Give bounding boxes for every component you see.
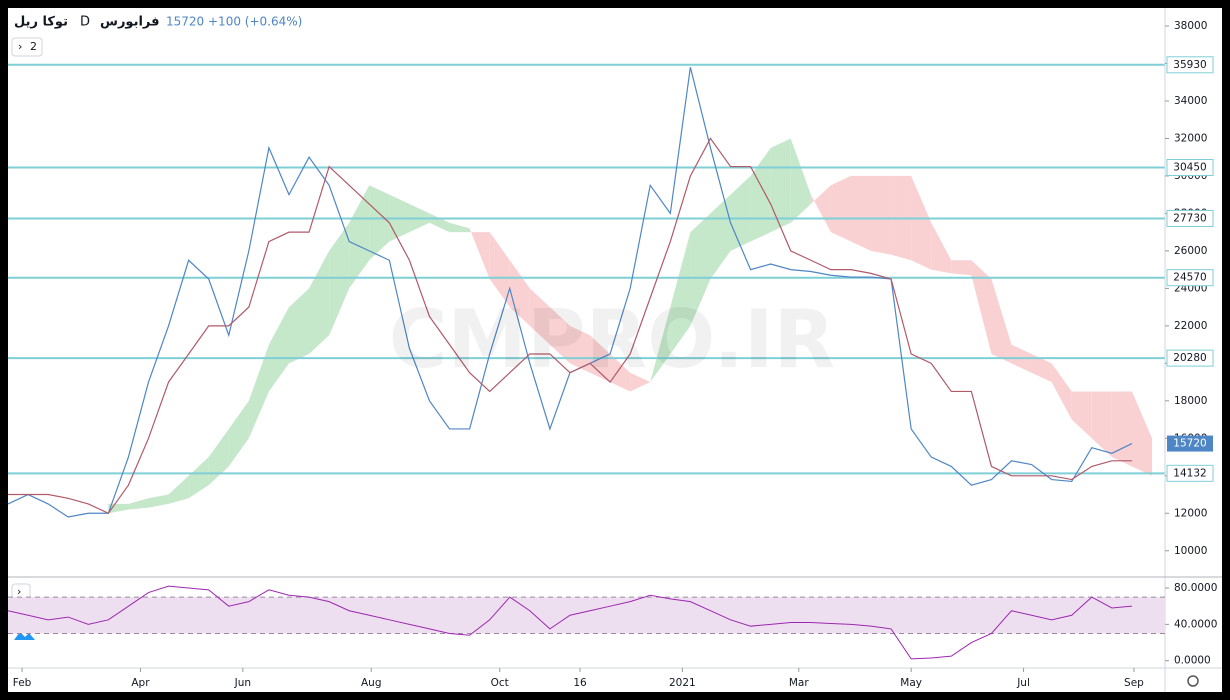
- level-box: [1166, 349, 1214, 367]
- rsi-line: [7, 585, 1132, 660]
- x-tick-label: 2021: [669, 677, 696, 689]
- level-label: 27730: [1173, 212, 1206, 224]
- last-price-box: [1167, 435, 1213, 452]
- y-tick-label: 32000: [1174, 132, 1207, 144]
- last-price-label: 15720: [1173, 438, 1206, 450]
- cloud-segment: [931, 222, 952, 274]
- chevron: ›: [17, 585, 21, 598]
- cloud-segment: [690, 213, 711, 326]
- level-box: [1166, 269, 1214, 287]
- y-tick-label: 22000: [1174, 320, 1207, 332]
- cloud-segment: [610, 353, 631, 392]
- cloud-segment: [951, 260, 972, 276]
- line-1: [8, 137, 1132, 515]
- cloud-segment: [971, 260, 992, 354]
- change: +100 (+0.64%): [208, 15, 302, 29]
- y-tick-label: 38000: [1174, 20, 1207, 32]
- level-box: [1166, 209, 1214, 227]
- y-tick-label: 18000: [1174, 395, 1207, 407]
- level-label: 14132: [1173, 467, 1206, 479]
- cloud-segment: [1111, 391, 1132, 467]
- y-tick-label: 26000: [1174, 245, 1207, 257]
- cloud-segment: [449, 222, 470, 233]
- settings-icon[interactable]: [1187, 675, 1199, 687]
- level-label: 35930: [1173, 59, 1206, 71]
- rsi-y-tick-label: 0.0000: [1174, 655, 1211, 667]
- cloud-segment: [770, 138, 791, 233]
- interval: D: [80, 15, 90, 30]
- level-label: 24570: [1173, 272, 1206, 284]
- cloud-segment: [830, 175, 851, 242]
- cloud-segment: [630, 372, 651, 392]
- level-box: [1166, 158, 1214, 176]
- symbol: توکا ریل: [14, 15, 68, 30]
- x-tick-label: Apr: [131, 677, 150, 689]
- cloud-segment: [489, 232, 510, 308]
- rsi-band: [8, 597, 1165, 634]
- x-tick-label: Feb: [13, 677, 32, 689]
- cloud-segment: [268, 307, 289, 392]
- cloud-segment: [469, 228, 490, 280]
- cloud-segment: [650, 307, 671, 383]
- cloud-segment: [810, 185, 831, 233]
- cloud-segment: [309, 250, 330, 354]
- cloud-segment: [128, 498, 149, 510]
- rsi-y-tick-label: 40.0000: [1174, 618, 1217, 630]
- x-tick-label: Oct: [491, 677, 509, 689]
- cloud-segment: [1131, 391, 1152, 476]
- x-tick-label: May: [900, 677, 922, 689]
- legend-count: 2: [30, 40, 37, 53]
- cloud-segment: [730, 175, 751, 251]
- x-tick-label: 16: [573, 677, 587, 689]
- x-tick-label: Aug: [361, 677, 382, 689]
- cloud-segment: [1051, 363, 1072, 420]
- level-box: [1166, 56, 1214, 74]
- cloud-segment: [228, 400, 249, 467]
- cloud-segment: [329, 222, 350, 336]
- cloud-segment: [871, 175, 892, 255]
- x-tick-label: Jul: [1016, 677, 1030, 689]
- level-label: 20280: [1173, 352, 1206, 364]
- y-tick-label: 10000: [1174, 545, 1207, 557]
- level-label: 30450: [1173, 161, 1206, 173]
- cloud-segment: [991, 279, 1012, 364]
- cloud-segment: [529, 288, 550, 345]
- logo: [14, 632, 35, 640]
- y-tick-label: 34000: [1174, 95, 1207, 107]
- exchange: فرابورس: [100, 15, 160, 30]
- cloud-segment: [549, 307, 570, 364]
- cloud-segment: [148, 494, 169, 508]
- cloud-segment: [1071, 391, 1092, 439]
- legend-toggle[interactable]: [11, 37, 43, 57]
- cloud-segment: [509, 260, 530, 326]
- level-box: [1166, 464, 1214, 482]
- cloud-segment: [208, 428, 229, 486]
- cloud-segment: [710, 194, 731, 280]
- cloud-segment: [349, 185, 370, 289]
- cloud-segment: [369, 185, 390, 261]
- cloud-segment: [670, 232, 691, 354]
- x-tick-label: Mar: [789, 677, 809, 689]
- x-tick-label: Jun: [234, 677, 251, 689]
- cloud-segment: [1091, 391, 1112, 458]
- x-tick-label: Sep: [1124, 677, 1144, 689]
- cloud-segment: [188, 457, 209, 499]
- rsi-y-tick-label: 80.0000: [1174, 582, 1217, 594]
- cloud-segment: [569, 325, 591, 373]
- cloud-segment: [850, 175, 872, 251]
- cloud-segment: [288, 288, 310, 364]
- chevron: ›: [18, 40, 22, 53]
- cloud-segment: [790, 138, 811, 223]
- cloud-segment: [248, 344, 269, 439]
- cloud-segment: [1031, 353, 1052, 383]
- cloud-segment: [911, 175, 932, 270]
- watermark: CMPRO.IR: [389, 293, 836, 386]
- y-tick-label: 12000: [1174, 507, 1207, 519]
- last-price: 15720: [166, 15, 204, 29]
- cloud-segment: [168, 475, 189, 504]
